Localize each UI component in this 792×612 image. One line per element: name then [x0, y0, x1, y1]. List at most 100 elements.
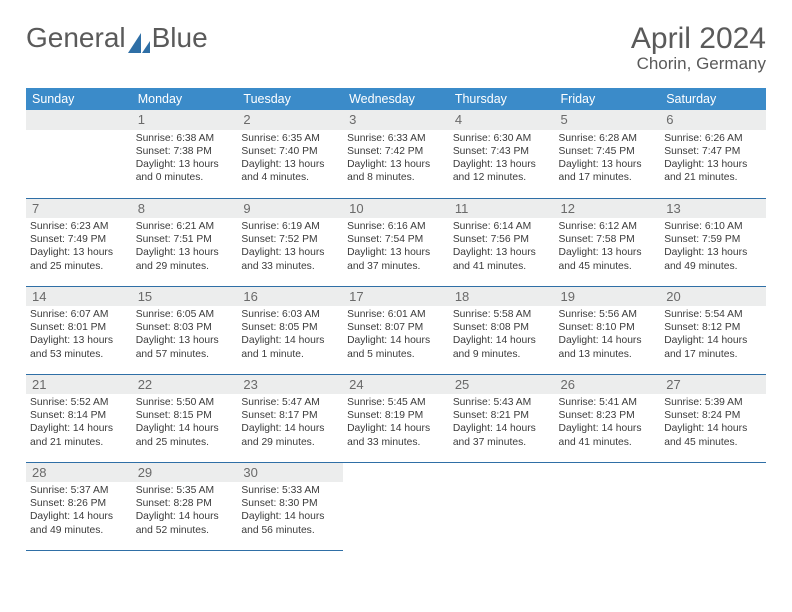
empty-cell	[449, 462, 555, 550]
day-number: 14	[26, 287, 132, 307]
day-number: 8	[132, 199, 238, 219]
day-number: 26	[555, 375, 661, 395]
header: General Blue April 2024 Chorin, Germany	[26, 22, 766, 74]
day-number: 17	[343, 287, 449, 307]
calendar-page: General Blue April 2024 Chorin, Germany …	[0, 0, 792, 569]
day-number: 19	[555, 287, 661, 307]
calendar-row: 14Sunrise: 6:07 AMSunset: 8:01 PMDayligh…	[26, 286, 766, 374]
day-number: 23	[237, 375, 343, 395]
day-info: Sunrise: 6:28 AMSunset: 7:45 PMDaylight:…	[555, 130, 661, 189]
day-of-week-header: Friday	[555, 88, 661, 110]
day-info: Sunrise: 6:14 AMSunset: 7:56 PMDaylight:…	[449, 218, 555, 277]
day-number: 15	[132, 287, 238, 307]
day-number: 29	[132, 463, 238, 483]
day-cell: 26Sunrise: 5:41 AMSunset: 8:23 PMDayligh…	[555, 374, 661, 462]
day-cell: 29Sunrise: 5:35 AMSunset: 8:28 PMDayligh…	[132, 462, 238, 550]
day-info: Sunrise: 5:47 AMSunset: 8:17 PMDaylight:…	[237, 394, 343, 453]
calendar-row: 7Sunrise: 6:23 AMSunset: 7:49 PMDaylight…	[26, 198, 766, 286]
day-number: 27	[660, 375, 766, 395]
day-cell: 8Sunrise: 6:21 AMSunset: 7:51 PMDaylight…	[132, 198, 238, 286]
day-info: Sunrise: 6:16 AMSunset: 7:54 PMDaylight:…	[343, 218, 449, 277]
location: Chorin, Germany	[631, 54, 766, 74]
day-info: Sunrise: 6:23 AMSunset: 7:49 PMDaylight:…	[26, 218, 132, 277]
day-info: Sunrise: 6:01 AMSunset: 8:07 PMDaylight:…	[343, 306, 449, 365]
day-number: 12	[555, 199, 661, 219]
day-info: Sunrise: 6:07 AMSunset: 8:01 PMDaylight:…	[26, 306, 132, 365]
day-number: 10	[343, 199, 449, 219]
day-info: Sunrise: 6:05 AMSunset: 8:03 PMDaylight:…	[132, 306, 238, 365]
day-info: Sunrise: 5:39 AMSunset: 8:24 PMDaylight:…	[660, 394, 766, 453]
day-cell: 22Sunrise: 5:50 AMSunset: 8:15 PMDayligh…	[132, 374, 238, 462]
day-number: 7	[26, 199, 132, 219]
day-cell: 5Sunrise: 6:28 AMSunset: 7:45 PMDaylight…	[555, 110, 661, 198]
day-of-week-header: Monday	[132, 88, 238, 110]
day-cell: 17Sunrise: 6:01 AMSunset: 8:07 PMDayligh…	[343, 286, 449, 374]
day-number: 4	[449, 110, 555, 130]
day-number: 20	[660, 287, 766, 307]
day-of-week-header: Sunday	[26, 88, 132, 110]
day-info: Sunrise: 6:26 AMSunset: 7:47 PMDaylight:…	[660, 130, 766, 189]
month-title: April 2024	[631, 22, 766, 56]
day-cell: 24Sunrise: 5:45 AMSunset: 8:19 PMDayligh…	[343, 374, 449, 462]
day-cell: 14Sunrise: 6:07 AMSunset: 8:01 PMDayligh…	[26, 286, 132, 374]
day-number: 25	[449, 375, 555, 395]
day-info: Sunrise: 5:58 AMSunset: 8:08 PMDaylight:…	[449, 306, 555, 365]
day-cell: 2Sunrise: 6:35 AMSunset: 7:40 PMDaylight…	[237, 110, 343, 198]
day-cell: 27Sunrise: 5:39 AMSunset: 8:24 PMDayligh…	[660, 374, 766, 462]
day-of-week-row: SundayMondayTuesdayWednesdayThursdayFrid…	[26, 88, 766, 110]
day-number: 18	[449, 287, 555, 307]
day-of-week-header: Thursday	[449, 88, 555, 110]
day-number: 28	[26, 463, 132, 483]
day-info: Sunrise: 5:35 AMSunset: 8:28 PMDaylight:…	[132, 482, 238, 541]
sail-icon	[128, 28, 150, 48]
day-number: 16	[237, 287, 343, 307]
day-cell: 15Sunrise: 6:05 AMSunset: 8:03 PMDayligh…	[132, 286, 238, 374]
day-info: Sunrise: 5:41 AMSunset: 8:23 PMDaylight:…	[555, 394, 661, 453]
day-cell: 19Sunrise: 5:56 AMSunset: 8:10 PMDayligh…	[555, 286, 661, 374]
calendar-body: 1Sunrise: 6:38 AMSunset: 7:38 PMDaylight…	[26, 110, 766, 550]
calendar-row: 1Sunrise: 6:38 AMSunset: 7:38 PMDaylight…	[26, 110, 766, 198]
day-info: Sunrise: 6:35 AMSunset: 7:40 PMDaylight:…	[237, 130, 343, 189]
day-number: 30	[237, 463, 343, 483]
day-number: 22	[132, 375, 238, 395]
day-cell: 23Sunrise: 5:47 AMSunset: 8:17 PMDayligh…	[237, 374, 343, 462]
calendar-row: 21Sunrise: 5:52 AMSunset: 8:14 PMDayligh…	[26, 374, 766, 462]
day-cell: 11Sunrise: 6:14 AMSunset: 7:56 PMDayligh…	[449, 198, 555, 286]
empty-cell	[343, 462, 449, 550]
calendar-table: SundayMondayTuesdayWednesdayThursdayFrid…	[26, 88, 766, 551]
day-cell: 21Sunrise: 5:52 AMSunset: 8:14 PMDayligh…	[26, 374, 132, 462]
day-info: Sunrise: 5:43 AMSunset: 8:21 PMDaylight:…	[449, 394, 555, 453]
day-number: 24	[343, 375, 449, 395]
day-info: Sunrise: 5:33 AMSunset: 8:30 PMDaylight:…	[237, 482, 343, 541]
day-cell: 16Sunrise: 6:03 AMSunset: 8:05 PMDayligh…	[237, 286, 343, 374]
day-info: Sunrise: 5:56 AMSunset: 8:10 PMDaylight:…	[555, 306, 661, 365]
logo-text-right: Blue	[152, 22, 208, 54]
day-cell: 9Sunrise: 6:19 AMSunset: 7:52 PMDaylight…	[237, 198, 343, 286]
day-info: Sunrise: 5:45 AMSunset: 8:19 PMDaylight:…	[343, 394, 449, 453]
day-number: 2	[237, 110, 343, 130]
day-of-week-header: Tuesday	[237, 88, 343, 110]
logo: General Blue	[26, 22, 208, 54]
day-of-week-header: Saturday	[660, 88, 766, 110]
day-cell: 4Sunrise: 6:30 AMSunset: 7:43 PMDaylight…	[449, 110, 555, 198]
day-cell: 1Sunrise: 6:38 AMSunset: 7:38 PMDaylight…	[132, 110, 238, 198]
day-cell: 28Sunrise: 5:37 AMSunset: 8:26 PMDayligh…	[26, 462, 132, 550]
day-cell: 30Sunrise: 5:33 AMSunset: 8:30 PMDayligh…	[237, 462, 343, 550]
day-info: Sunrise: 5:50 AMSunset: 8:15 PMDaylight:…	[132, 394, 238, 453]
day-number: 21	[26, 375, 132, 395]
day-cell: 6Sunrise: 6:26 AMSunset: 7:47 PMDaylight…	[660, 110, 766, 198]
empty-day-number	[26, 110, 132, 130]
day-info: Sunrise: 6:12 AMSunset: 7:58 PMDaylight:…	[555, 218, 661, 277]
day-cell: 12Sunrise: 6:12 AMSunset: 7:58 PMDayligh…	[555, 198, 661, 286]
day-cell: 18Sunrise: 5:58 AMSunset: 8:08 PMDayligh…	[449, 286, 555, 374]
day-info: Sunrise: 6:38 AMSunset: 7:38 PMDaylight:…	[132, 130, 238, 189]
day-info: Sunrise: 6:33 AMSunset: 7:42 PMDaylight:…	[343, 130, 449, 189]
empty-cell	[660, 462, 766, 550]
day-cell: 7Sunrise: 6:23 AMSunset: 7:49 PMDaylight…	[26, 198, 132, 286]
day-cell: 20Sunrise: 5:54 AMSunset: 8:12 PMDayligh…	[660, 286, 766, 374]
day-info: Sunrise: 5:37 AMSunset: 8:26 PMDaylight:…	[26, 482, 132, 541]
day-number: 9	[237, 199, 343, 219]
day-cell: 10Sunrise: 6:16 AMSunset: 7:54 PMDayligh…	[343, 198, 449, 286]
day-cell: 13Sunrise: 6:10 AMSunset: 7:59 PMDayligh…	[660, 198, 766, 286]
title-block: April 2024 Chorin, Germany	[631, 22, 766, 74]
